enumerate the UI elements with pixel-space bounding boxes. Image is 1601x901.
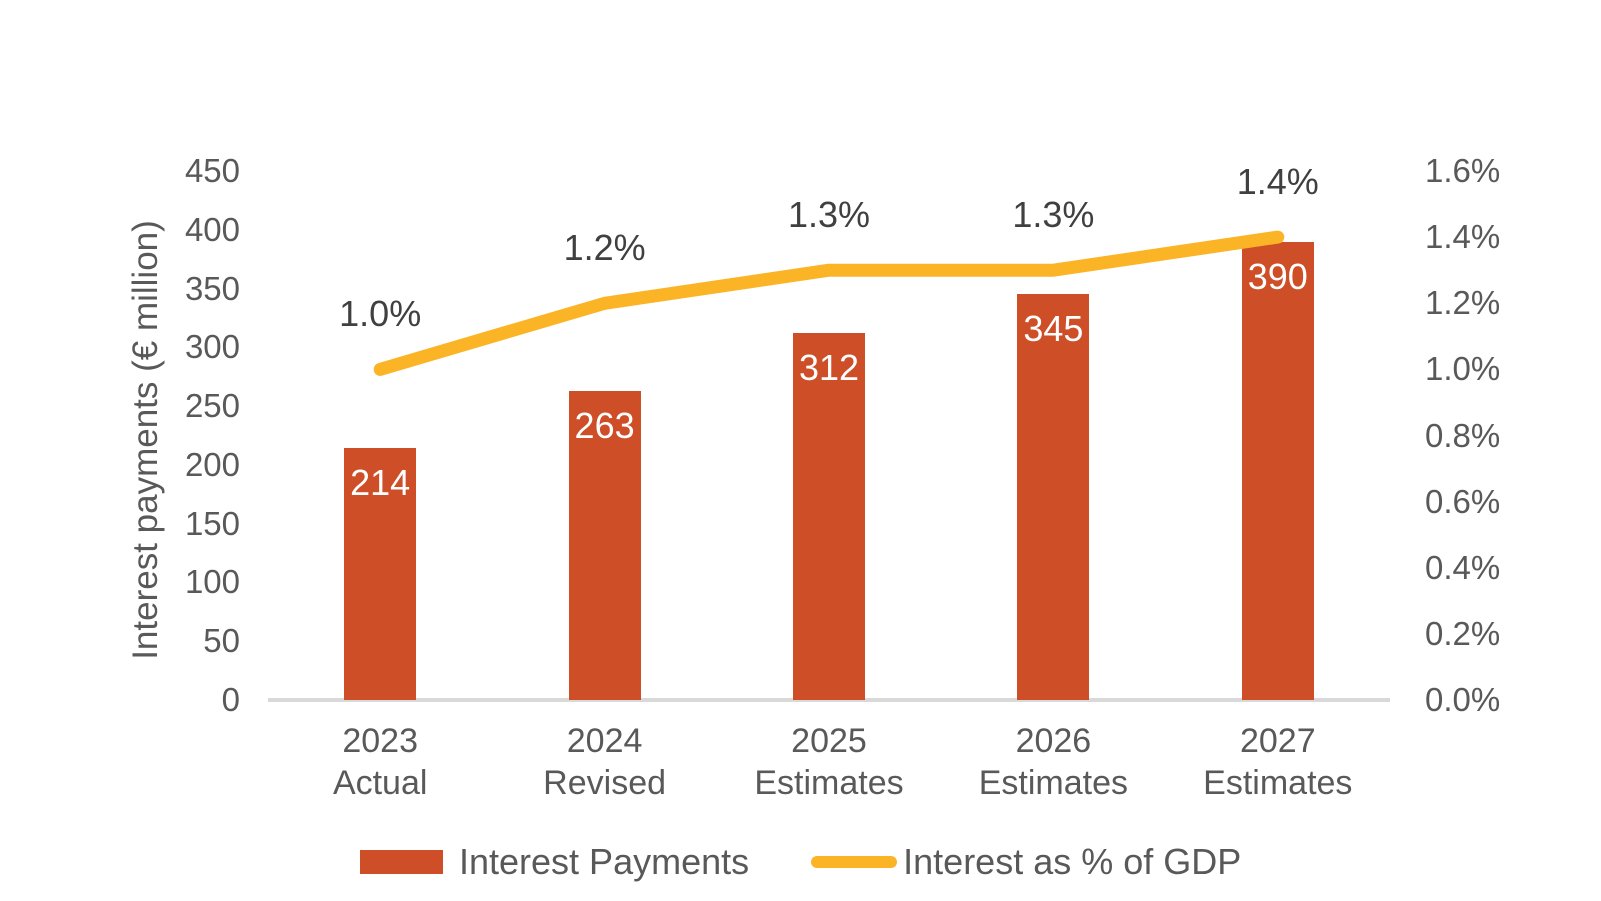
x-tick-label-2024: 2024 Revised (493, 720, 717, 804)
x-tick-type: Estimates (978, 764, 1129, 802)
bar-2023: 214 (344, 448, 417, 700)
x-tick-type: Estimates (754, 764, 904, 802)
y-tick-label-right: 1.6% (1425, 152, 1501, 189)
line-point-label: 1.4% (1236, 161, 1319, 203)
legend-line-swatch (811, 856, 898, 868)
y-tick-label-left: 450 (184, 152, 240, 189)
x-tick-year: 2023 (342, 722, 418, 760)
y-tick-label-left: 200 (184, 445, 240, 483)
y-tick-label-left: 150 (184, 504, 240, 542)
bar-2026: 345 (1017, 294, 1090, 700)
line-point-label: 1.0% (339, 293, 422, 335)
y-tick-label-left: 250 (184, 387, 240, 425)
x-tick-year: 2024 (566, 722, 643, 760)
y-tick-label-left: 350 (184, 269, 240, 307)
y-tick-label-right: 0.0% (1425, 681, 1501, 718)
y-tick-label-right: 1.4% (1425, 218, 1501, 256)
x-tick-year: 2027 (1239, 722, 1316, 760)
bar-2027: 390 (1241, 241, 1314, 700)
bar-value-label: 345 (1023, 308, 1084, 350)
bar-value-label: 312 (798, 347, 860, 389)
x-tick-year: 2026 (1015, 722, 1092, 760)
y-tick-label-right: 1.0% (1425, 350, 1501, 388)
bar-2025: 312 (793, 333, 865, 700)
legend-bar-swatch (360, 850, 443, 874)
bar-value-label: 214 (350, 462, 411, 504)
bar-value-label: 390 (1247, 255, 1308, 297)
y-tick-label-left: 50 (203, 622, 240, 660)
y-tick-label-right: 1.2% (1425, 284, 1501, 322)
legend-item: Interest Payments (360, 842, 749, 882)
x-axis-line (268, 698, 1390, 702)
y-tick-label-left: 300 (184, 328, 240, 366)
x-tick-label-2026: 2026 Estimates (941, 720, 1165, 804)
x-tick-type: Estimates (1203, 764, 1353, 802)
y-tick-label-right: 0.6% (1425, 482, 1501, 520)
bar-value-label: 263 (574, 404, 635, 446)
y-tick-label-right: 0.8% (1425, 416, 1501, 454)
line-point-label: 1.2% (563, 227, 646, 269)
legend-item: Interest as % of GDP (811, 842, 1241, 882)
x-tick-label-2023: 2023 Actual (268, 720, 492, 804)
legend-label: Interest Payments (459, 841, 750, 882)
x-tick-year: 2025 (791, 722, 867, 760)
legend: Interest Payments Interest as % of GDP (360, 842, 1241, 882)
y-tick-label-right: 0.4% (1425, 548, 1501, 586)
legend-label: Interest as % of GDP (903, 841, 1242, 882)
x-tick-type: Revised (543, 764, 667, 802)
y-tick-label-left: 100 (184, 563, 240, 601)
line-point-label: 1.3% (1012, 194, 1095, 236)
x-tick-label-2025: 2025 Estimates (717, 720, 941, 804)
line-point-label: 1.3% (787, 194, 871, 236)
y-tick-label-right: 0.2% (1425, 614, 1501, 652)
bar-2024: 263 (568, 390, 641, 700)
y-tick-label-left: 0 (221, 681, 240, 718)
y-tick-label-left: 400 (184, 210, 240, 248)
x-tick-label-2027: 2027 Estimates (1166, 720, 1390, 804)
x-tick-type: Actual (332, 764, 428, 802)
